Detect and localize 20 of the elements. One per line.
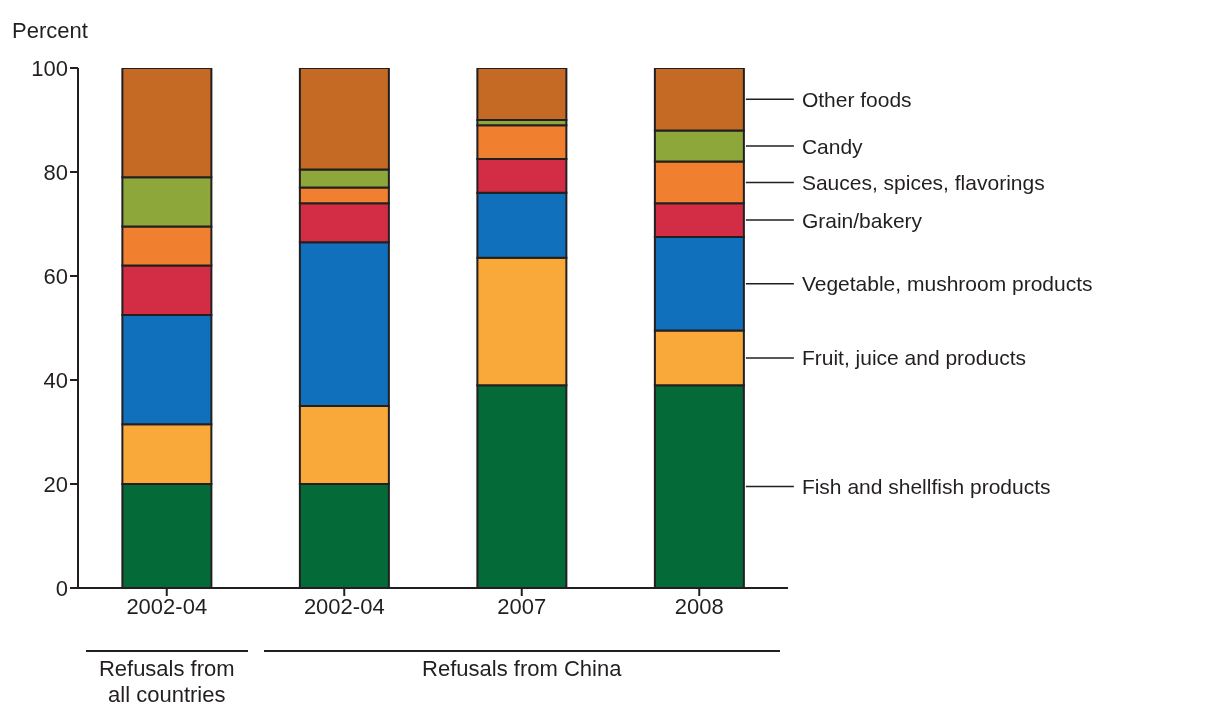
legend-label: Candy	[801, 134, 864, 158]
y-axis-title: Percent	[12, 18, 88, 44]
y-tick-label: 80	[43, 159, 68, 185]
y-tick-label: 40	[43, 367, 68, 393]
y-tick-label: 100	[31, 55, 68, 81]
y-tick-label: 20	[43, 471, 68, 497]
x-tick-label: 2007	[497, 593, 547, 619]
legend-label: Fish and shellfish products	[801, 475, 1051, 499]
text: Refusals from all countries	[86, 650, 248, 708]
text: Refusals from China	[263, 650, 780, 682]
legend-label: Grain/bakery	[801, 208, 923, 232]
y-tick-label: 60	[43, 263, 68, 289]
x-tick-label: 2002-04	[126, 593, 208, 619]
x-tick-label: 2008	[674, 593, 724, 619]
legend-label: Vegetable, mushroom products	[801, 272, 1093, 296]
legend-label: Other foods	[801, 87, 912, 111]
x-tick-label: 2002-04	[303, 593, 385, 619]
legend-label: Fruit, juice and products	[801, 346, 1026, 370]
legend-label: Sauces, spices, flavorings	[801, 170, 1045, 194]
y-tick-label: 0	[55, 575, 68, 601]
